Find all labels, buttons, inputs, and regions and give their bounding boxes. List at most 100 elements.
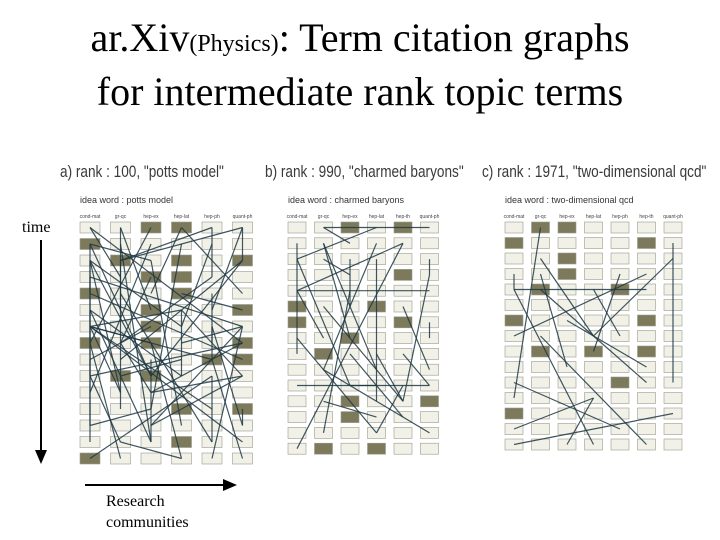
- panel-c-citation-edge: [592, 273, 621, 352]
- panel-a-citation-edge: [89, 227, 122, 278]
- panel-c-node: [637, 299, 656, 311]
- panel-c-citation-edge: [513, 397, 594, 430]
- panel-b-node: [287, 221, 307, 234]
- panel-c-node: [504, 299, 524, 311]
- panel-c-subheading: idea word : two-dimensional qcd: [505, 195, 634, 205]
- panel-b-node: [340, 316, 360, 329]
- panel-a-citation-edge: [89, 375, 213, 459]
- panel-a-column-header: hep-ex: [143, 214, 159, 220]
- panel-c-node: [557, 392, 577, 404]
- panel-c-citation-edge: [566, 397, 595, 445]
- panel-c-node: [584, 221, 603, 234]
- panel-b-column-header: hep-ex: [342, 214, 358, 220]
- panel-c-citation-edge: [513, 289, 595, 445]
- panel-a-citation-edge: [119, 342, 152, 393]
- panel-c-node: [663, 392, 683, 404]
- panel-a-citation-edge: [150, 375, 243, 427]
- panel-b-node: [340, 411, 360, 423]
- panel-b-node: [340, 442, 360, 455]
- title-main: ar.Xiv: [90, 15, 190, 60]
- panel-b-node: [420, 442, 439, 455]
- panel-c-node: [557, 330, 577, 342]
- panel-c-node: [557, 407, 577, 420]
- panel-a-citation-edge: [89, 408, 152, 427]
- panel-b-column-header: quant-ph: [420, 214, 440, 220]
- panel-c-node: [637, 392, 656, 404]
- panel-b-citation-edge: [375, 353, 404, 402]
- panel-c-node: [610, 252, 630, 265]
- panel-c-node: [557, 345, 577, 358]
- panel-a-citation-edge: [89, 326, 122, 393]
- panel-c-node: [584, 252, 603, 265]
- panel-b-node: [393, 253, 413, 265]
- panel-c-node: [610, 299, 630, 311]
- panel-a-citation-edge: [150, 326, 243, 426]
- panel-c-node: [584, 314, 603, 327]
- panel-b-citation-edge: [322, 290, 351, 434]
- panel-a-citation-edge: [211, 359, 244, 459]
- panel-c-node: [504, 314, 524, 327]
- panel-c-node: [584, 376, 603, 389]
- panel-b-node: [340, 427, 360, 439]
- panel-c-node: [531, 345, 550, 358]
- panel-c-node: [531, 314, 550, 327]
- panel-c-node: [557, 221, 577, 234]
- panel-a-citation-edge: [89, 227, 152, 344]
- slide-title: ar.Xiv(Physics): Term citation graphs fo…: [0, 14, 720, 116]
- panel-b-citation-edge: [296, 243, 404, 449]
- panel-c-node: [531, 361, 550, 373]
- panel-c-column-header: hep-lat: [586, 214, 602, 220]
- panel-a-citation-edge: [211, 227, 244, 311]
- title-small: (Physics): [189, 31, 279, 57]
- panel-a-node: [232, 271, 253, 283]
- panel-a-citation-edge: [89, 227, 243, 344]
- panel-c-citation-edge: [540, 258, 594, 337]
- panel-b-node: [393, 332, 413, 344]
- panel-c-column-header: hep-th: [639, 214, 653, 220]
- panel-a-column-header: hep-lat: [174, 214, 190, 220]
- panel-b-column-header: gr-qc: [318, 214, 330, 220]
- panel-a-citation-edge: [180, 243, 213, 327]
- panel-b-column-header: hep-lat: [369, 214, 385, 220]
- panel-a-node: [171, 271, 192, 283]
- panel-a-citation-edge: [120, 260, 243, 360]
- panel-b-node: [287, 395, 307, 408]
- panel-b-node: [287, 363, 307, 376]
- panel-b-citation-edge: [296, 290, 325, 339]
- panel-c-column-header: quant-ph: [663, 214, 683, 220]
- panel-c-node: [637, 252, 656, 265]
- panel-b-column-header: cond-mat: [287, 214, 308, 220]
- panel-a-citation-edge: [119, 276, 152, 344]
- panel-b-node: [314, 348, 333, 360]
- panel-c-node: [637, 330, 656, 342]
- panel-a-citation-edge: [89, 292, 243, 361]
- panel-c-node: [637, 221, 656, 234]
- title-line-2: for intermediate rank topic terms: [96, 69, 624, 114]
- panel-b-node: [393, 316, 413, 329]
- panel-b-node: [393, 269, 413, 281]
- panel-a-citation-edge: [89, 243, 152, 377]
- panel-c-column-header: gr-qc: [535, 214, 547, 220]
- panel-c-node: [531, 423, 550, 435]
- panel-c-node: [637, 345, 656, 358]
- panel-c-node: [504, 221, 524, 234]
- panel-a-heading: a) rank : 100, "potts model": [60, 162, 224, 181]
- panel-a-citation-edge: [89, 243, 152, 262]
- panel-c-node: [663, 423, 683, 435]
- panel-a-citation-edge: [89, 276, 243, 328]
- panel-b-citation-edge: [402, 306, 431, 370]
- panel-c-node: [663, 438, 683, 451]
- panel-b-column-header: hep-th: [396, 214, 410, 220]
- panel-b-subheading: idea word : charmed baryons: [288, 195, 405, 205]
- panel-a-node: [110, 419, 131, 432]
- panel-b-heading: b) rank : 990, "charmed baryons": [265, 162, 464, 181]
- panel-c-citation-edge: [593, 258, 674, 337]
- panel-c-citation-edge: [539, 273, 568, 368]
- panel-b-node: [393, 427, 413, 439]
- communities-label-line-1: Research: [106, 493, 165, 510]
- panel-a-citation-edge: [150, 260, 243, 377]
- panel-c-node: [531, 407, 550, 420]
- panel-b-node: [393, 442, 413, 455]
- panel-c-node: [637, 423, 656, 435]
